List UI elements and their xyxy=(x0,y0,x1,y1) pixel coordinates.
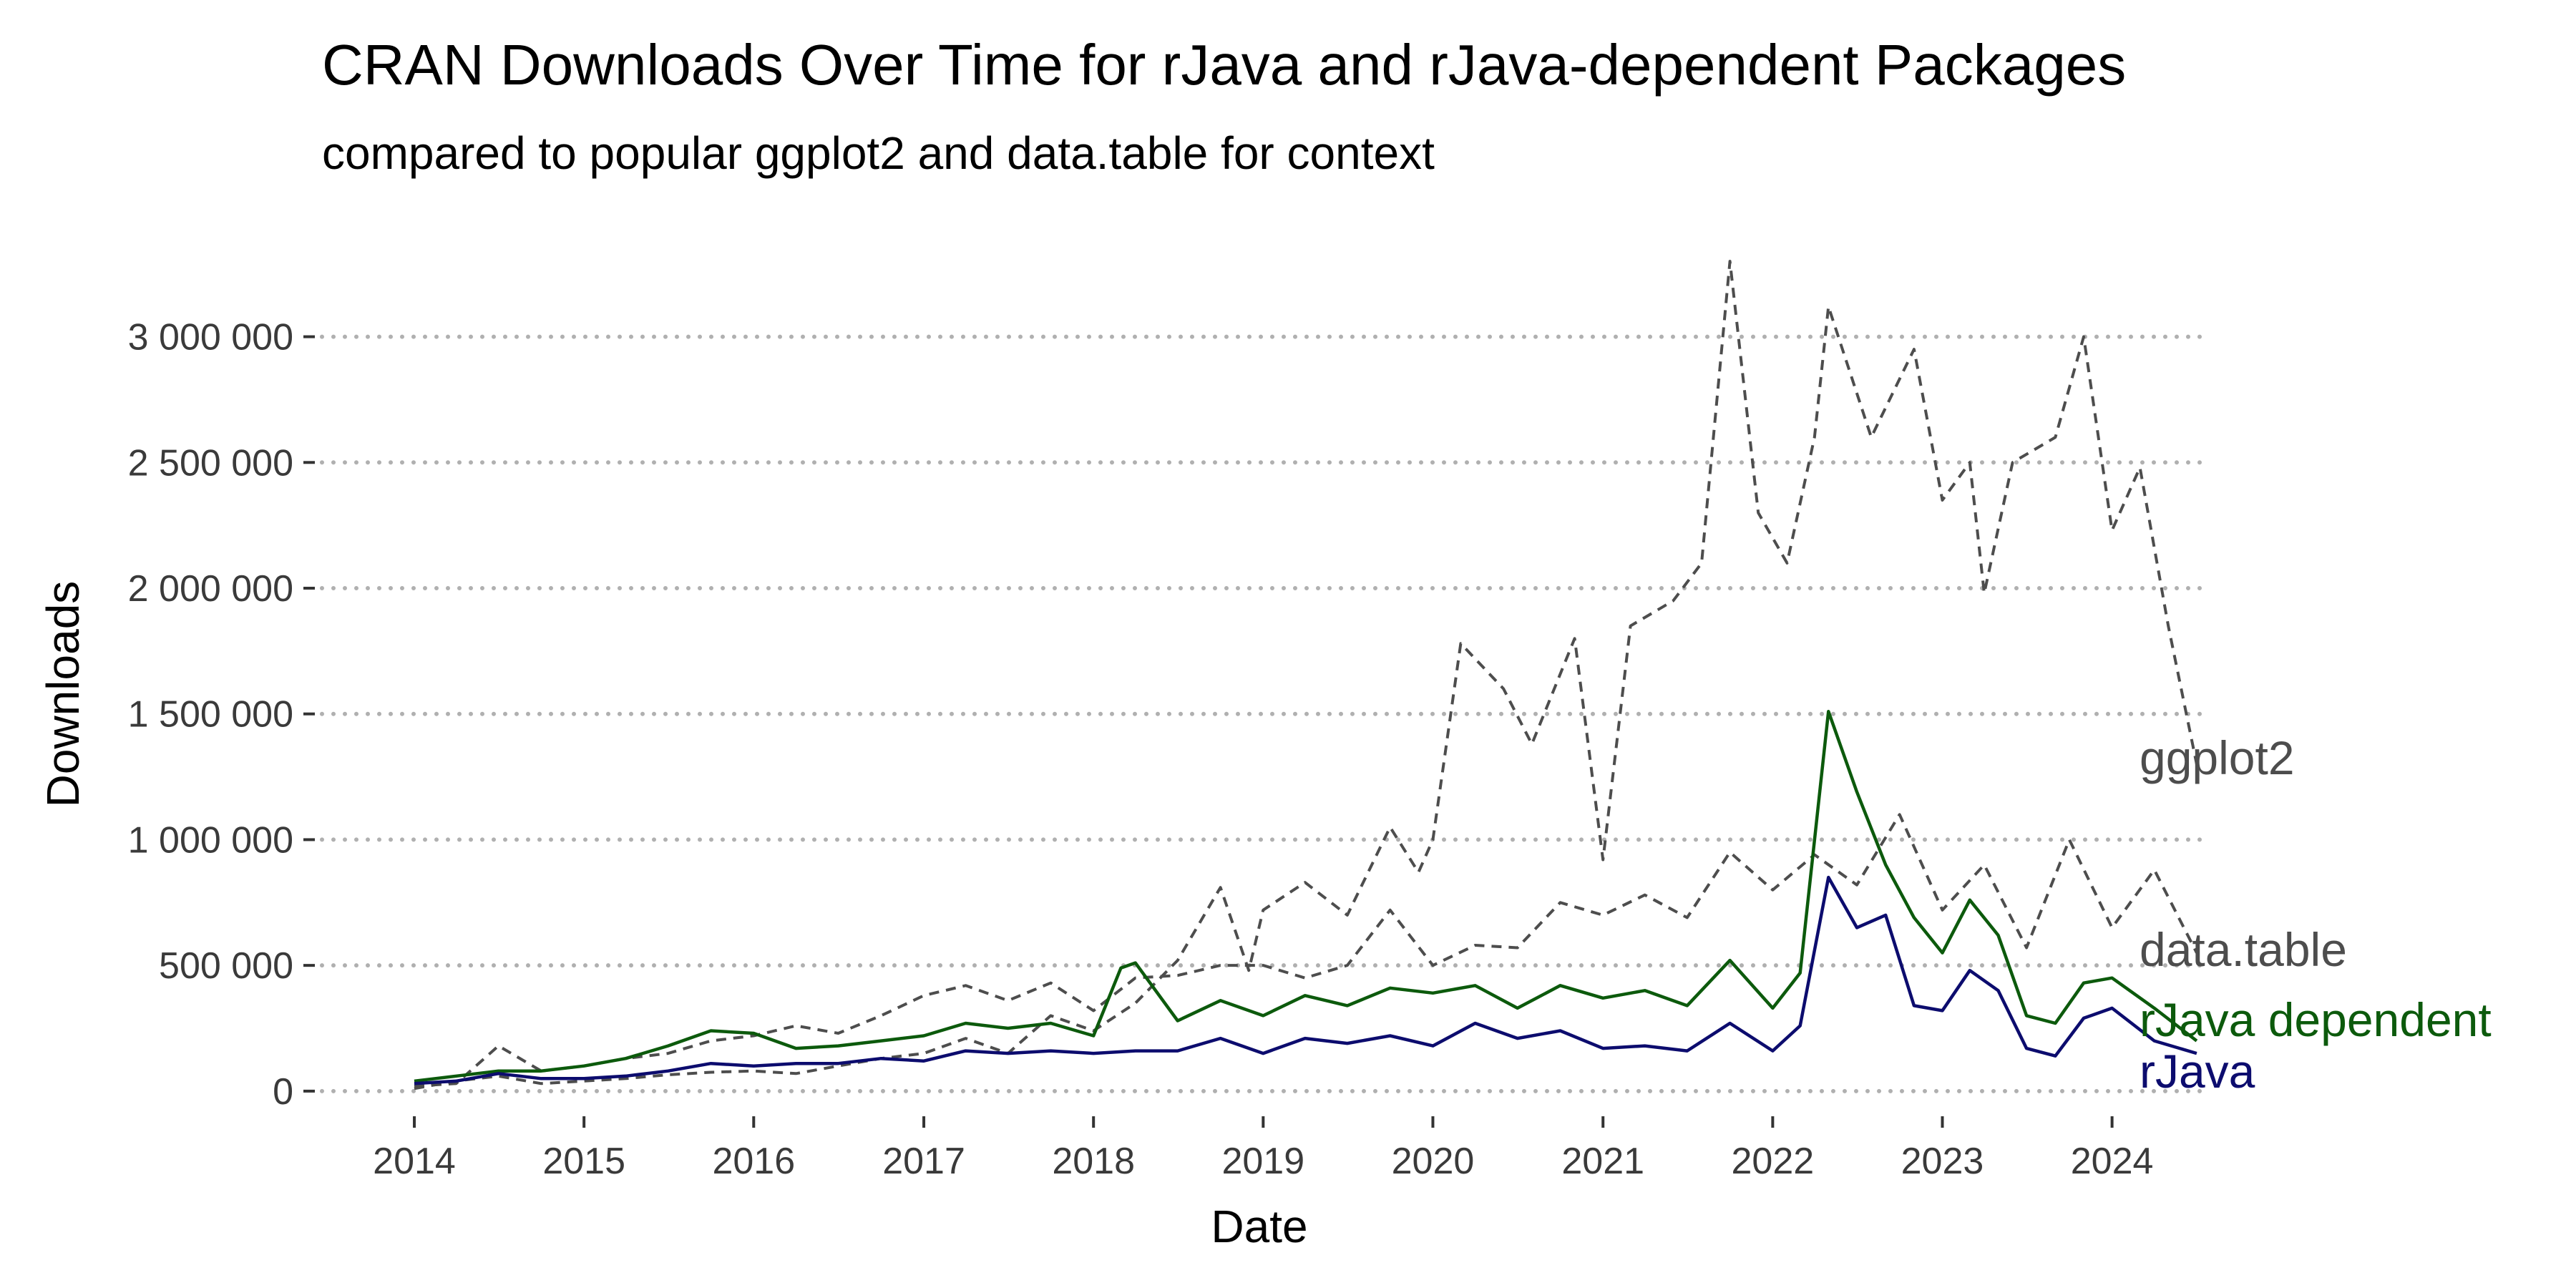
y-axis-title: Downloads xyxy=(37,581,89,808)
y-tick-label: 1 500 000 xyxy=(128,694,293,736)
x-tick-label: 2014 xyxy=(373,1141,456,1182)
x-axis: 2014 2015 2016 2017 2018 2019 2020 2021 2022 2023… xyxy=(373,1116,2153,1182)
y-tick-label: 500 000 xyxy=(159,945,293,987)
x-tick-label: 2020 xyxy=(1392,1141,1475,1182)
y-tick-label: 3 000 000 xyxy=(128,317,293,358)
x-axis-title: Date xyxy=(1211,1201,1307,1252)
y-tick-label: 2 500 000 xyxy=(128,442,293,484)
x-tick-label: 2023 xyxy=(1901,1141,1984,1182)
x-tick-label: 2024 xyxy=(2071,1141,2154,1182)
y-axis: 0 500 000 1 000 000 1 500 000 2 000 000 2 500… xyxy=(128,317,315,1113)
series-label-ggplot2: ggplot2 xyxy=(2140,731,2295,784)
x-tick-label: 2022 xyxy=(1732,1141,1815,1182)
series-label-data-table: data.table xyxy=(2140,923,2347,976)
series-line-ggplot2 xyxy=(414,260,2198,1091)
chart-title: CRAN Downloads Over Time for rJava and r… xyxy=(322,33,2126,97)
y-tick-label: 1 000 000 xyxy=(128,819,293,861)
x-tick-label: 2018 xyxy=(1052,1141,1135,1182)
x-tick-label: 2016 xyxy=(712,1141,795,1182)
x-tick-label: 2017 xyxy=(882,1141,965,1182)
chart-subtitle: compared to popular ggplot2 and data.tab… xyxy=(322,127,1435,179)
x-tick-label: 2019 xyxy=(1221,1141,1304,1182)
y-tick-label: 0 xyxy=(273,1071,293,1113)
series-label-rjava: rJava xyxy=(2140,1045,2255,1098)
series-line-rjava-dependent xyxy=(414,709,2198,1083)
grid-lines xyxy=(320,334,2213,1093)
x-tick-label: 2015 xyxy=(542,1141,625,1182)
series-lines xyxy=(414,260,2198,1091)
series-line-data-table xyxy=(414,813,2198,1088)
y-tick-label: 2 000 000 xyxy=(128,568,293,610)
series-label-rjava-dependent: rJava dependent xyxy=(2140,993,2492,1046)
x-tick-label: 2021 xyxy=(1561,1141,1644,1182)
series-line-rjava xyxy=(414,875,2197,1085)
